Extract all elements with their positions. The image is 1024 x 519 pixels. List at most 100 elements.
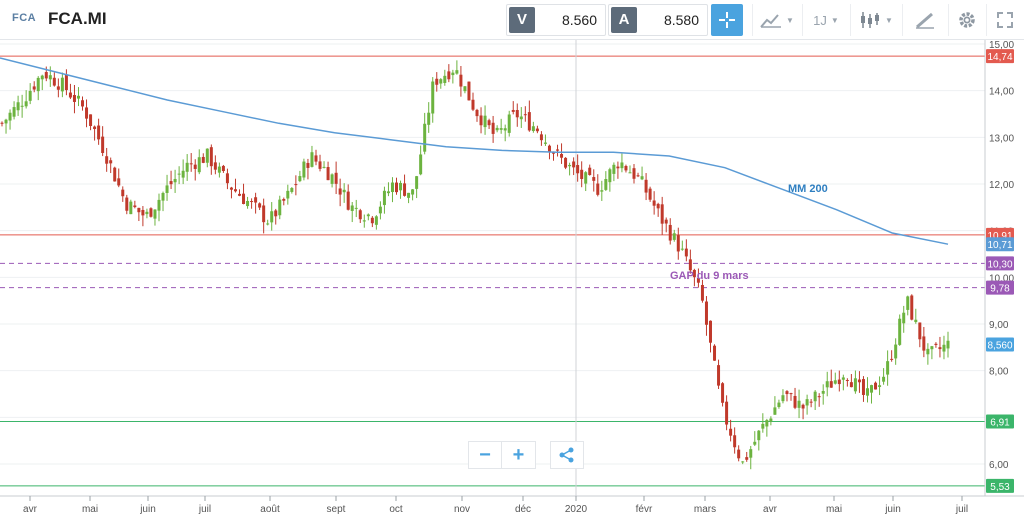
price-tag-ma	[986, 237, 1014, 252]
candle-down	[535, 128, 539, 132]
candle-down	[189, 163, 193, 165]
candle-down	[169, 181, 173, 185]
candle-down	[274, 210, 278, 217]
candle-down	[789, 393, 793, 395]
x-tick-label: sept	[327, 504, 346, 515]
x-tick-label: juin	[139, 504, 156, 515]
candle-up	[749, 449, 753, 458]
candle-up	[499, 128, 503, 130]
candle-up	[741, 461, 745, 463]
candle-up	[165, 185, 169, 193]
candle-up	[765, 420, 769, 427]
candle-down	[725, 401, 729, 425]
fca-logo: FCA	[12, 12, 37, 24]
candle-up	[519, 116, 523, 120]
x-tick-label: 2020	[565, 504, 588, 515]
crosshair-button[interactable]	[711, 4, 743, 36]
candle-down	[511, 109, 515, 112]
candle-down	[551, 152, 555, 154]
candle-down	[229, 187, 233, 190]
candle-up	[898, 318, 902, 345]
candle-up	[161, 192, 165, 201]
candle-down	[101, 136, 105, 153]
candle-up	[781, 395, 785, 402]
candle-up	[342, 189, 346, 193]
candle-down	[370, 217, 374, 224]
share-button[interactable]	[550, 441, 584, 469]
candle-up	[390, 182, 394, 193]
fullscreen-button[interactable]	[986, 4, 1023, 36]
candle-up	[825, 381, 829, 388]
candle-up	[777, 402, 781, 408]
candle-down	[938, 347, 942, 350]
candle-up	[12, 107, 16, 117]
price-tag-last	[986, 337, 1014, 352]
candle-down	[109, 160, 113, 164]
candle-up	[451, 72, 455, 76]
candle-down	[141, 209, 145, 216]
candle-up	[805, 399, 809, 406]
candle-down	[56, 86, 60, 90]
candle-down	[588, 167, 592, 175]
candle-down	[358, 210, 362, 220]
chart-type-button[interactable]: ▼	[752, 4, 801, 36]
buy-price-box[interactable]: A 8.580	[608, 4, 708, 36]
candle-down	[258, 203, 262, 208]
candle-down	[250, 201, 254, 203]
candle-down	[861, 379, 865, 395]
candle-down	[395, 182, 399, 193]
draw-tool-button[interactable]	[902, 4, 947, 36]
y-tick-label: 15,00	[989, 40, 1014, 51]
candle-down	[817, 396, 821, 398]
candle-down	[572, 161, 576, 168]
candle-up	[40, 75, 44, 80]
candle-up	[366, 214, 370, 217]
candle-down	[338, 188, 342, 195]
candle-up	[298, 176, 302, 182]
x-tick-label: oct	[389, 504, 403, 515]
candle-down	[733, 435, 737, 448]
candle-down	[809, 401, 813, 403]
candle-down	[105, 156, 109, 164]
zoom-in-button[interactable]: +	[502, 441, 536, 469]
x-tick-label: nov	[454, 504, 470, 515]
candle-down	[652, 200, 656, 206]
candle-down	[785, 391, 789, 395]
candle-down	[829, 381, 833, 388]
interval-selector[interactable]: 1J ▼	[802, 4, 849, 36]
price-tag-label: 10,30	[987, 259, 1012, 270]
price-tag-label: 10,91	[987, 231, 1012, 242]
candle-down	[692, 269, 696, 278]
candle-up	[906, 296, 910, 310]
gap-label: GAP du 9 mars	[670, 270, 749, 282]
candle-down	[238, 193, 242, 196]
candle-down	[85, 107, 89, 119]
candle-up	[217, 166, 221, 173]
candle-up	[439, 79, 443, 84]
candle-down	[580, 169, 584, 179]
candle-down	[254, 197, 258, 203]
candle-down	[471, 99, 475, 110]
zoom-out-button[interactable]: −	[468, 441, 502, 469]
candlestick-icon	[861, 12, 880, 28]
candle-down	[576, 165, 580, 174]
price-chart[interactable]: MM 200 GAP du 9 mars 15,00 14,00 13,00 12,00…	[0, 40, 1024, 519]
candle-up	[600, 190, 604, 192]
candle-down	[81, 100, 85, 107]
candle-down	[849, 382, 853, 388]
x-tick-label: juil	[198, 504, 211, 515]
settings-button[interactable]	[948, 4, 985, 36]
expand-icon	[997, 12, 1013, 28]
candle-style-button[interactable]: ▼	[850, 4, 901, 36]
sell-price-box[interactable]: V 8.560	[506, 4, 606, 36]
candle-down	[68, 92, 72, 98]
candle-up	[886, 361, 890, 375]
y-tick-label: 14,00	[989, 87, 1014, 98]
candle-down	[708, 320, 712, 343]
candle-up	[185, 162, 189, 172]
ma-200-line	[0, 57, 949, 245]
candle-up	[841, 377, 845, 380]
candle-up	[8, 112, 12, 121]
candle-down	[934, 343, 938, 345]
x-tick-label: juil	[955, 504, 968, 515]
